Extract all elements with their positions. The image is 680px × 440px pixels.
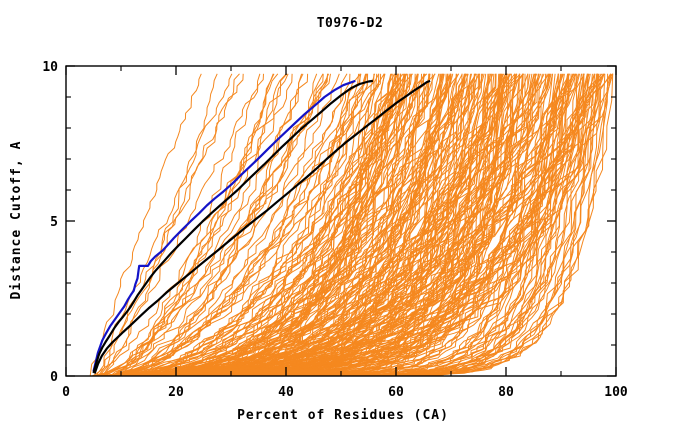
background-model-curve [102, 73, 478, 376]
background-model-curve [97, 73, 329, 376]
background-model-curve [92, 73, 396, 376]
background-model-curve [102, 73, 340, 376]
background-model-curve [104, 73, 218, 376]
highlight-model-2-curve [93, 79, 431, 374]
background-model-curve [95, 73, 396, 376]
y-tick-label: 5 [50, 215, 58, 230]
background-model-curve [111, 73, 279, 376]
y-tick-label: 10 [42, 60, 58, 75]
background-model-curve [99, 73, 380, 376]
background-model-curve [113, 73, 367, 376]
background-model-curve [97, 73, 465, 376]
axis-ticks [65, 65, 617, 377]
background-model-curve [110, 73, 261, 376]
x-tick-label: 60 [388, 385, 404, 400]
background-model-curve [95, 73, 275, 376]
chart-title: T0976-D2 [317, 16, 384, 31]
background-model-curve [95, 73, 233, 376]
background-model-curve [98, 73, 240, 376]
x-axis-title: Percent of Residues (CA) [237, 408, 449, 423]
y-tick-label: 0 [50, 370, 58, 385]
x-tick-label: 40 [278, 385, 294, 400]
axis-tick-labels: 0 20 40 60 80 100 0 5 10 [42, 60, 628, 400]
background-model-curve [101, 73, 264, 376]
y-axis-title: Distance Cutoff, A [9, 141, 24, 300]
background-model-curve [107, 73, 378, 376]
background-model-curve [102, 73, 418, 376]
background-model-curve [106, 73, 324, 376]
background-model-curve [98, 73, 465, 376]
background-model-curve [89, 73, 202, 376]
background-model-curve [107, 73, 368, 376]
background-model-curve [99, 73, 293, 376]
background-model-curve [99, 73, 412, 376]
background-model-curve [99, 73, 405, 376]
background-model-curve [104, 73, 399, 376]
background-model-curve [98, 73, 376, 376]
background-model-curve [97, 73, 318, 376]
curves-layer [89, 73, 614, 376]
background-model-curve [110, 73, 328, 376]
background-model-curve [100, 73, 406, 376]
background-model-curve [94, 73, 413, 376]
highlight-model-1-curve [92, 79, 374, 374]
background-model-curve [107, 73, 540, 376]
x-tick-label: 80 [498, 385, 514, 400]
x-tick-label: 0 [62, 385, 70, 400]
x-tick-label: 100 [604, 385, 628, 400]
background-model-curve [100, 73, 324, 376]
background-model-curve [101, 73, 399, 376]
background-model-curve [95, 73, 399, 376]
background-model-curve [101, 73, 393, 376]
background-model-curve [98, 73, 433, 376]
background-model-curve [92, 73, 288, 376]
reference-model-curve [92, 79, 356, 372]
x-tick-label: 20 [168, 385, 184, 400]
